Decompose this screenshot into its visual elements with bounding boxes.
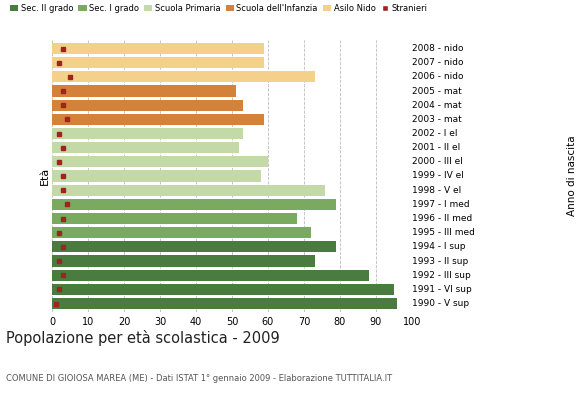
Y-axis label: Età: Età: [39, 167, 49, 185]
Bar: [52, 170, 261, 182]
Text: 1991 - VI sup: 1991 - VI sup: [412, 285, 472, 294]
Text: 2006 - nido: 2006 - nido: [412, 72, 463, 81]
Text: 1998 - V el: 1998 - V el: [412, 186, 461, 195]
Text: 2003 - mat: 2003 - mat: [412, 115, 462, 124]
Legend: Sec. II grado, Sec. I grado, Scuola Primaria, Scuola dell'Infanzia, Asilo Nido, : Sec. II grado, Sec. I grado, Scuola Prim…: [10, 4, 427, 13]
Text: 2008 - nido: 2008 - nido: [412, 44, 463, 53]
Bar: [52, 142, 239, 153]
Bar: [52, 71, 315, 82]
Text: 2004 - mat: 2004 - mat: [412, 101, 462, 110]
Text: 1990 - V sup: 1990 - V sup: [412, 299, 469, 308]
Bar: [52, 114, 264, 125]
Bar: [52, 86, 235, 96]
Text: 1992 - III sup: 1992 - III sup: [412, 271, 470, 280]
Text: 1993 - II sup: 1993 - II sup: [412, 256, 468, 266]
Text: 1999 - IV el: 1999 - IV el: [412, 172, 463, 180]
Bar: [52, 100, 243, 111]
Bar: [52, 128, 243, 139]
Bar: [52, 256, 315, 266]
Text: 2007 - nido: 2007 - nido: [412, 58, 463, 67]
Text: Anno di nascita: Anno di nascita: [567, 136, 577, 216]
Bar: [52, 298, 397, 309]
Bar: [52, 270, 369, 281]
Text: Popolazione per età scolastica - 2009: Popolazione per età scolastica - 2009: [6, 330, 280, 346]
Bar: [52, 185, 325, 196]
Bar: [52, 57, 264, 68]
Bar: [52, 199, 336, 210]
Bar: [52, 213, 297, 224]
Text: COMUNE DI GIOIOSA MAREA (ME) - Dati ISTAT 1° gennaio 2009 - Elaborazione TUTTITA: COMUNE DI GIOIOSA MAREA (ME) - Dati ISTA…: [6, 374, 392, 383]
Text: 2000 - III el: 2000 - III el: [412, 157, 463, 166]
Bar: [52, 227, 311, 238]
Text: 1995 - III med: 1995 - III med: [412, 228, 474, 237]
Bar: [52, 156, 268, 167]
Bar: [52, 284, 394, 295]
Bar: [52, 43, 264, 54]
Text: 2001 - II el: 2001 - II el: [412, 143, 460, 152]
Bar: [52, 241, 336, 252]
Text: 1996 - II med: 1996 - II med: [412, 214, 472, 223]
Text: 1994 - I sup: 1994 - I sup: [412, 242, 465, 251]
Text: 1997 - I med: 1997 - I med: [412, 200, 469, 209]
Text: 2005 - mat: 2005 - mat: [412, 86, 462, 96]
Text: 2002 - I el: 2002 - I el: [412, 129, 457, 138]
